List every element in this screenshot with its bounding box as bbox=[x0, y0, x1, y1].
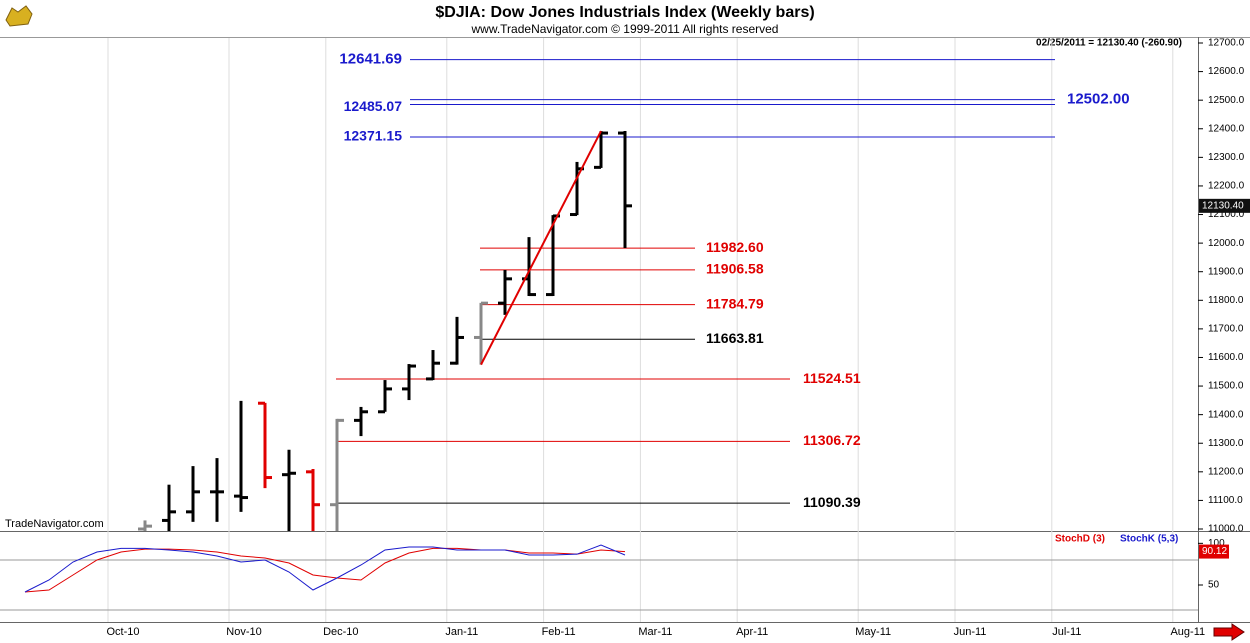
y-tick-label: 11000.0 bbox=[1208, 524, 1244, 535]
stoch-line bbox=[24, 544, 626, 593]
x-tick-label: Jun-11 bbox=[954, 626, 987, 638]
scroll-arrow[interactable] bbox=[1213, 623, 1245, 641]
y-tick-label: 11200.0 bbox=[1208, 466, 1244, 477]
stoch-line bbox=[24, 547, 626, 593]
y-tick-label: 11400.0 bbox=[1208, 409, 1244, 420]
x-tick-label: Dec-10 bbox=[323, 626, 358, 638]
y-tick-label: 12600.0 bbox=[1208, 66, 1245, 77]
last-price-tag bbox=[1199, 198, 1250, 213]
y-tick-label: 11300.0 bbox=[1208, 438, 1244, 449]
x-tick-label: Feb-11 bbox=[542, 626, 576, 638]
level-label: 11306.72 bbox=[803, 432, 861, 448]
x-tick-label: Jan-11 bbox=[445, 626, 478, 638]
x-tick-label: Aug-11 bbox=[1170, 626, 1205, 638]
y-tick-label: 11700.0 bbox=[1208, 324, 1244, 335]
x-tick-label: Nov-10 bbox=[226, 626, 261, 638]
x-tick-label: May-11 bbox=[855, 626, 891, 638]
level-label: 12371.15 bbox=[344, 128, 403, 144]
legend-entry: StochK (5,3) bbox=[1120, 534, 1178, 545]
x-tick-label: Apr-11 bbox=[736, 626, 768, 638]
y-tick-label: 12400.0 bbox=[1208, 123, 1245, 134]
level-label: 12641.69 bbox=[339, 51, 402, 68]
level-label: 12485.07 bbox=[344, 98, 403, 114]
y-tick-label: 12200.0 bbox=[1208, 181, 1245, 192]
x-tick-label: Mar-11 bbox=[638, 626, 672, 638]
y-tick-label: 12700.0 bbox=[1208, 38, 1245, 49]
y-tick-label: 11900.0 bbox=[1208, 266, 1244, 277]
level-label: 11090.39 bbox=[803, 494, 861, 510]
y-tick-label: 11600.0 bbox=[1208, 352, 1244, 363]
last-stoch-label: 90.12 bbox=[1202, 546, 1227, 557]
level-label: 12502.00 bbox=[1067, 91, 1130, 108]
y-tick-label: 12300.0 bbox=[1208, 152, 1245, 163]
y-tick-label: 12000.0 bbox=[1208, 238, 1245, 249]
x-tick-label: Oct-10 bbox=[106, 626, 139, 638]
y-tick-label: 11500.0 bbox=[1208, 381, 1244, 392]
watermark: TradeNavigator.com bbox=[5, 518, 104, 530]
level-label: 11982.60 bbox=[706, 239, 764, 255]
trend-line bbox=[480, 130, 602, 366]
chart-subtitle: www.TradeNavigator.com © 1999-2011 All r… bbox=[471, 22, 779, 36]
price-info: 02/25/2011 = 12130.40 (-260.90) bbox=[1036, 38, 1182, 49]
level-label: 11663.81 bbox=[706, 330, 764, 346]
last-price-label: 12130.40 bbox=[1202, 200, 1244, 211]
y-tick-label: 11800.0 bbox=[1208, 295, 1244, 306]
chart-title: $DJIA: Dow Jones Industrials Index (Week… bbox=[435, 4, 814, 21]
y-tick-label: 12500.0 bbox=[1208, 95, 1245, 106]
y-tick-label: 50 bbox=[1208, 580, 1220, 591]
level-label: 11906.58 bbox=[706, 261, 764, 277]
bull-icon bbox=[5, 5, 33, 27]
y-tick-label: 12100.0 bbox=[1208, 209, 1245, 220]
last-stoch-tag bbox=[1199, 544, 1229, 559]
level-label: 11784.79 bbox=[706, 295, 764, 311]
x-tick-label: Jul-11 bbox=[1052, 626, 1081, 638]
y-tick-label: 100 bbox=[1208, 538, 1225, 549]
level-label: 11524.51 bbox=[803, 370, 861, 386]
y-tick-label: 11100.0 bbox=[1208, 495, 1243, 506]
price-pane: 12641.69 12485.07 12502.00 12371.15 11982.60… bbox=[138, 51, 1130, 531]
legend-entry: StochD (3) bbox=[1055, 534, 1105, 545]
